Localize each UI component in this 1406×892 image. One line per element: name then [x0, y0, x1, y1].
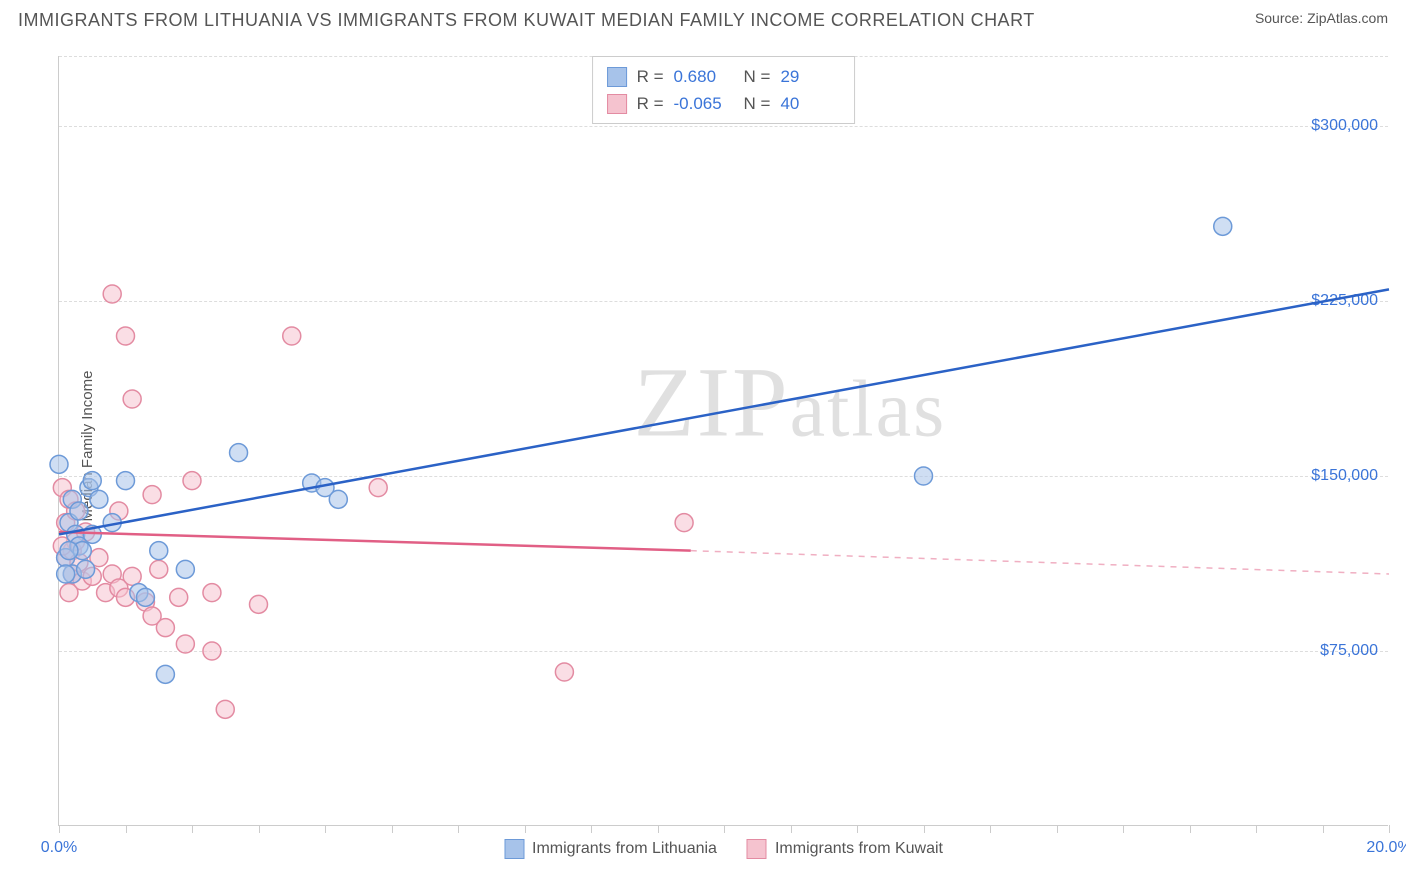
chart-header: IMMIGRANTS FROM LITHUANIA VS IMMIGRANTS …	[0, 0, 1406, 37]
x-tick	[658, 825, 659, 833]
x-tick	[259, 825, 260, 833]
x-tick	[1190, 825, 1191, 833]
n-value-kuwait: 40	[780, 90, 840, 117]
x-tick-label: 0.0%	[41, 839, 77, 857]
data-point	[70, 502, 88, 520]
n-value-lithuania: 29	[780, 63, 840, 90]
data-point	[60, 584, 78, 602]
data-point	[156, 665, 174, 683]
data-point	[83, 472, 101, 490]
data-point	[675, 514, 693, 532]
data-point	[216, 700, 234, 718]
data-point	[77, 560, 95, 578]
data-point	[203, 584, 221, 602]
correlation-legend: R = 0.680 N = 29 R = -0.065 N = 40	[592, 56, 856, 124]
data-point	[203, 642, 221, 660]
x-tick	[724, 825, 725, 833]
data-point	[176, 560, 194, 578]
plot-area: ZIPatlas R = 0.680 N = 29 R = -0.065 N =…	[58, 56, 1388, 826]
series-legend: Immigrants from Lithuania Immigrants fro…	[504, 839, 943, 859]
x-tick	[1323, 825, 1324, 833]
swatch-kuwait	[607, 94, 627, 114]
data-point	[170, 588, 188, 606]
data-point	[117, 472, 135, 490]
data-point	[1214, 217, 1232, 235]
x-tick	[392, 825, 393, 833]
data-point	[369, 479, 387, 497]
data-point	[117, 327, 135, 345]
x-tick	[525, 825, 526, 833]
scatter-plot-svg	[59, 56, 1388, 825]
legend-item-lithuania: Immigrants from Lithuania	[504, 839, 717, 859]
data-point	[150, 560, 168, 578]
data-point	[143, 486, 161, 504]
x-tick	[1123, 825, 1124, 833]
x-tick	[458, 825, 459, 833]
data-point	[176, 635, 194, 653]
x-tick	[791, 825, 792, 833]
data-point	[50, 455, 68, 473]
data-point	[329, 490, 347, 508]
x-tick	[924, 825, 925, 833]
x-tick	[591, 825, 592, 833]
x-tick	[126, 825, 127, 833]
r-value-lithuania: 0.680	[674, 63, 734, 90]
x-tick	[192, 825, 193, 833]
x-tick	[325, 825, 326, 833]
source-attribution: Source: ZipAtlas.com	[1255, 10, 1388, 26]
data-point	[156, 619, 174, 637]
x-tick	[1057, 825, 1058, 833]
x-tick-label: 20.0%	[1366, 839, 1406, 857]
data-point	[123, 390, 141, 408]
data-point	[183, 472, 201, 490]
r-value-kuwait: -0.065	[674, 90, 734, 117]
data-point	[250, 595, 268, 613]
x-tick	[990, 825, 991, 833]
x-tick	[857, 825, 858, 833]
data-point	[103, 285, 121, 303]
x-tick	[59, 825, 60, 833]
data-point	[60, 542, 78, 560]
chart-title: IMMIGRANTS FROM LITHUANIA VS IMMIGRANTS …	[18, 10, 1035, 31]
swatch-lithuania-icon	[504, 839, 524, 859]
x-tick	[1389, 825, 1390, 833]
swatch-kuwait-icon	[747, 839, 767, 859]
legend-label-kuwait: Immigrants from Kuwait	[775, 840, 943, 858]
legend-row-lithuania: R = 0.680 N = 29	[607, 63, 841, 90]
data-point	[136, 588, 154, 606]
data-point	[915, 467, 933, 485]
regression-line-lithuania	[59, 289, 1389, 534]
data-point	[230, 444, 248, 462]
legend-label-lithuania: Immigrants from Lithuania	[532, 840, 717, 858]
legend-item-kuwait: Immigrants from Kuwait	[747, 839, 943, 859]
data-point	[90, 490, 108, 508]
data-point	[283, 327, 301, 345]
x-tick	[1256, 825, 1257, 833]
data-point	[555, 663, 573, 681]
data-point	[150, 542, 168, 560]
swatch-lithuania	[607, 67, 627, 87]
regression-line-kuwait-ext	[691, 551, 1389, 574]
legend-row-kuwait: R = -0.065 N = 40	[607, 90, 841, 117]
data-point	[123, 567, 141, 585]
data-point	[57, 565, 75, 583]
